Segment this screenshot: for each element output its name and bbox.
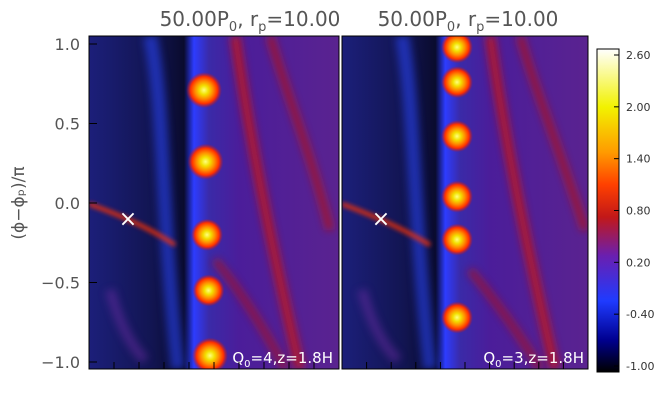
y-axis: 1.0 0.5 0.0 −0.5 −1.0 xyxy=(41,35,564,372)
y-tick-label: −0.5 xyxy=(41,274,80,293)
density-clump xyxy=(441,223,473,256)
panel-title: 50.00P0, rp=10.00 xyxy=(378,7,559,35)
density-clump xyxy=(441,66,473,99)
y-axis-label: (ϕ−ϕₚ)/π xyxy=(9,166,29,239)
colorbar-tick-label: 2.60 xyxy=(626,49,651,62)
colorbar-tick-label: 0.80 xyxy=(626,205,651,218)
panel-left: × Q0=4,z=1.8H 50.00P0, rp=10.00 xyxy=(88,7,341,370)
y-tick-label: −1.0 xyxy=(41,353,80,372)
planet-marker: × xyxy=(372,207,390,232)
colorbar-tick-label: 0.20 xyxy=(626,256,651,269)
colorbar: 2.60 2.00 1.40 0.80 0.20 -0.40 -1.00 xyxy=(596,48,654,373)
density-clump xyxy=(191,218,223,251)
density-clump xyxy=(187,143,224,180)
colorbar-tick-label: 2.00 xyxy=(626,101,651,114)
density-clump xyxy=(441,180,473,213)
colorbar-tick-label: -0.40 xyxy=(626,308,654,321)
density-clump xyxy=(192,337,228,369)
density-clump xyxy=(192,274,225,307)
panel-annotation: Q0=4,z=1.8H xyxy=(232,349,333,370)
planet-marker: × xyxy=(119,207,137,232)
y-tick-label: 1.0 xyxy=(55,35,80,54)
colorbar-tick-label: 1.40 xyxy=(626,153,651,166)
panel-title: 50.00P0, rp=10.00 xyxy=(160,7,341,35)
density-clump xyxy=(441,36,473,64)
y-tick-label: 0.5 xyxy=(55,115,80,134)
density-clump xyxy=(441,301,473,334)
density-clump xyxy=(441,120,473,153)
density-clump xyxy=(186,72,222,109)
panel-right: × Q0=3,z=1.8H 50.00P0, rp=10.00 xyxy=(341,7,589,370)
colorbar-tick-label: -1.00 xyxy=(626,360,654,373)
y-tick-label: 0.0 xyxy=(55,194,80,213)
